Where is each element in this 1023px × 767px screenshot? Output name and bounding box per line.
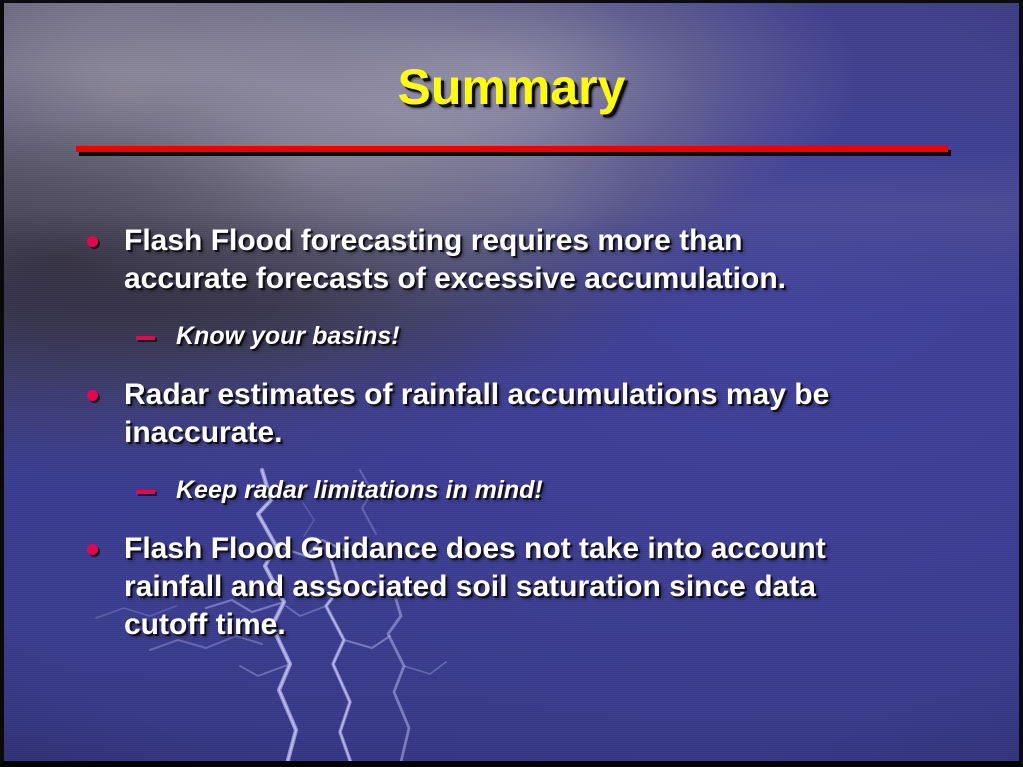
dot-bullet-icon (87, 236, 98, 247)
sub-bullet-item: Keep radar limitations in mind! (80, 474, 960, 506)
bullet-item: Flash Flood forecasting requires more th… (80, 222, 960, 298)
title-divider-rule (76, 146, 951, 158)
bullet-text: Flash Flood forecasting requires more th… (124, 224, 786, 295)
dot-bullet-icon (87, 544, 98, 555)
bullet-text: Flash Flood Guidance does not take into … (124, 532, 826, 641)
background-haze-band (0, 150, 1023, 407)
sub-bullet-item: Know your basins! (80, 320, 960, 352)
dash-bullet-icon (136, 490, 155, 494)
bullet-item: Radar estimates of rainfall accumulation… (80, 376, 960, 452)
sub-bullet-text: Keep radar limitations in mind! (176, 476, 543, 504)
slide-body: Flash Flood forecasting requires more th… (80, 222, 960, 648)
divider-rule-shadow (79, 150, 951, 156)
dot-bullet-icon (87, 390, 98, 401)
divider-rule-line (76, 146, 948, 152)
sub-bullet-text: Know your basins! (176, 322, 400, 350)
slide-title: Summary (397, 59, 626, 115)
dash-bullet-icon (136, 336, 155, 340)
bullet-text: Radar estimates of rainfall accumulation… (124, 378, 830, 449)
bullet-item: Flash Flood Guidance does not take into … (80, 530, 960, 644)
